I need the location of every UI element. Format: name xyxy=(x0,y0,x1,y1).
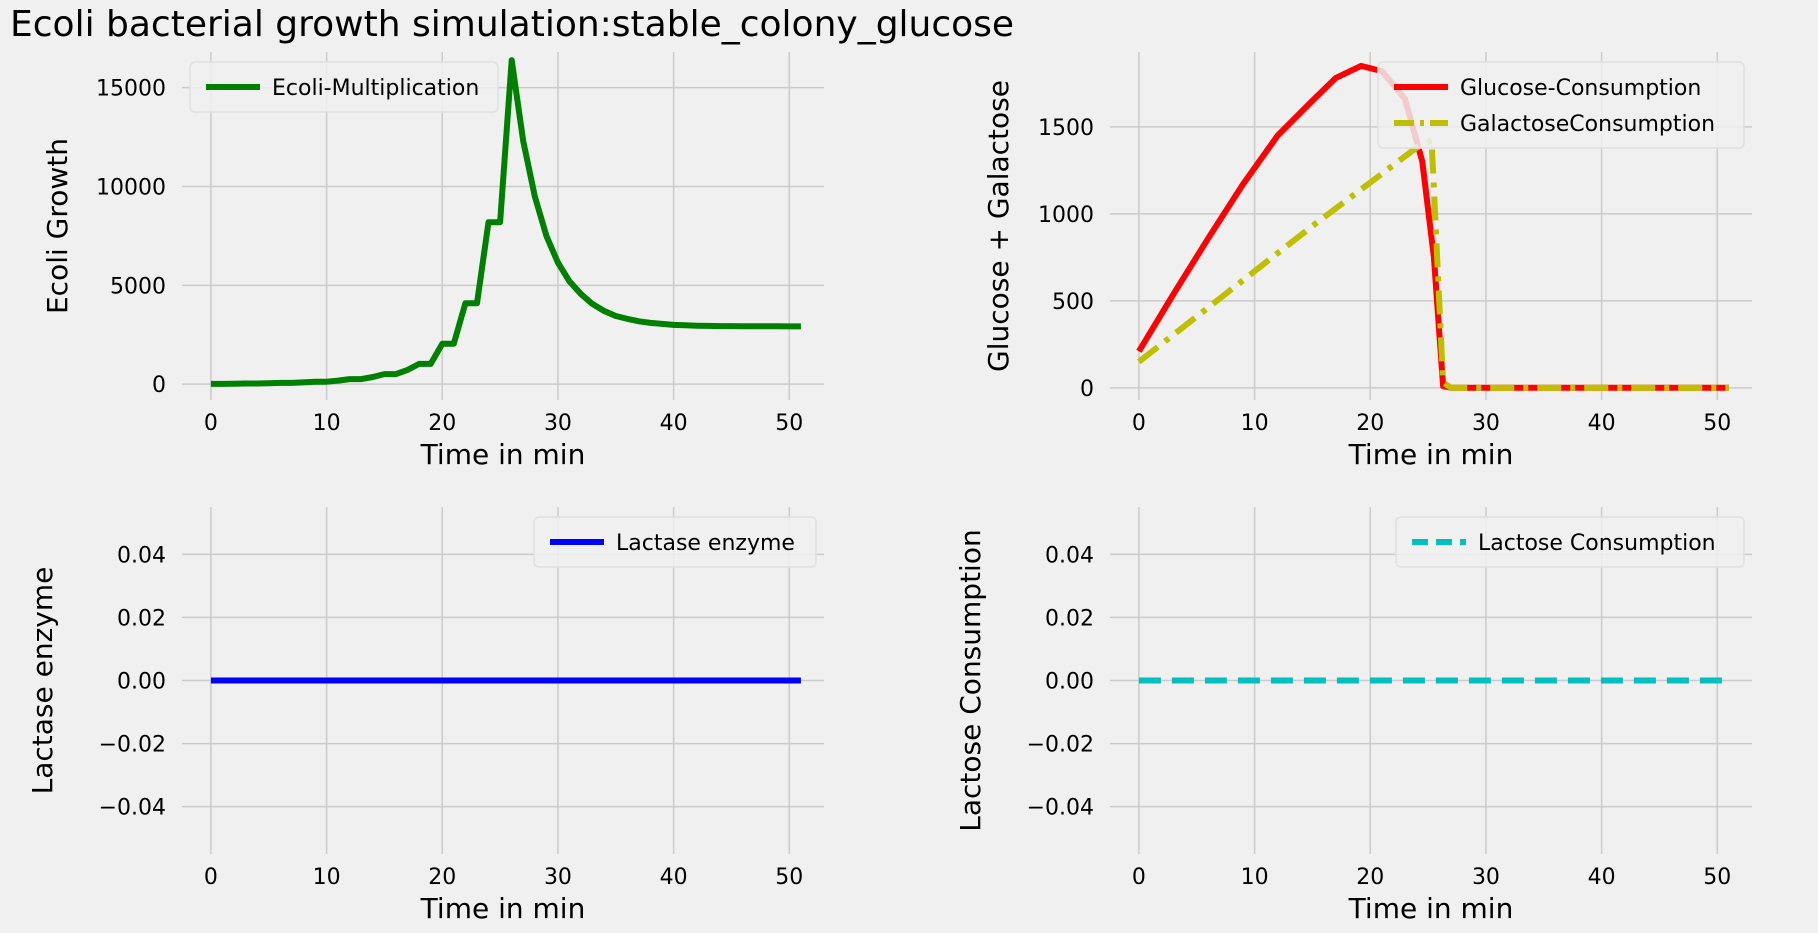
legend-box xyxy=(189,61,499,113)
legend-label: Ecoli-Multiplication xyxy=(272,76,479,101)
y-tick-label: 0.02 xyxy=(117,606,166,631)
series-line-2 xyxy=(1137,137,1729,391)
y-tick-label: −0.04 xyxy=(1027,796,1094,821)
legend: Glucose-Consumption GalactoseConsumption xyxy=(1377,61,1745,149)
y-tick-label: 0.04 xyxy=(1045,543,1094,568)
x-axis-label: Time in min xyxy=(1348,892,1514,925)
y-tick-label: 15000 xyxy=(96,77,166,102)
subplot-1: 0 10 20 30 40 50 0 5000 10000 15000 Time in min Eco… xyxy=(41,52,824,471)
y-axis-label: Glucose + Galactose xyxy=(982,80,1015,372)
legend-box xyxy=(1395,516,1745,568)
y-tick-label: 0 xyxy=(152,373,166,398)
x-tick-label: 10 xyxy=(313,865,341,890)
legend-label: Lactose Consumption xyxy=(1478,531,1716,556)
x-axis-label: Time in min xyxy=(420,892,586,925)
y-axis-label: Lactose Consumption xyxy=(954,529,987,831)
y-tick-label: 1000 xyxy=(1038,203,1094,228)
y-tick-label: 1500 xyxy=(1038,116,1094,141)
y-tick-label: 500 xyxy=(1052,290,1094,315)
legend: Lactase enzyme xyxy=(533,516,817,568)
y-tick-label: 0.00 xyxy=(117,670,166,695)
figure-title: Ecoli bacterial growth simulation:stable… xyxy=(10,4,1015,45)
x-tick-label: 0 xyxy=(204,411,218,436)
legend: Lactose Consumption xyxy=(1395,516,1745,568)
x-tick-label: 20 xyxy=(1356,411,1384,436)
x-tick-label: 40 xyxy=(1588,411,1616,436)
legend-box xyxy=(1377,61,1745,149)
y-axis-label: Ecoli Growth xyxy=(41,138,74,314)
legend: Ecoli-Multiplication xyxy=(189,61,499,113)
x-tick-label: 30 xyxy=(544,411,572,436)
y-tick-label: 0.04 xyxy=(117,543,166,568)
y-tick-label: −0.04 xyxy=(99,796,166,821)
y-tick-label: 0.00 xyxy=(1045,670,1094,695)
y-tick-label: 0 xyxy=(1080,377,1094,402)
x-axis-label: Time in min xyxy=(1348,438,1514,471)
legend-box xyxy=(533,516,817,568)
subplot-3: 0 10 20 30 40 50 −0.04 −0.02 0.00 0.02 0.04 Time in… xyxy=(26,507,824,925)
y-tick-label: 10000 xyxy=(96,175,166,200)
x-tick-label: 50 xyxy=(1703,411,1731,436)
x-tick-label: 20 xyxy=(428,411,456,436)
x-tick-label: 30 xyxy=(544,865,572,890)
legend-label: Lactase enzyme xyxy=(616,531,795,556)
y-tick-label: 0.02 xyxy=(1045,606,1094,631)
x-tick-label: 40 xyxy=(660,411,688,436)
x-tick-label: 20 xyxy=(428,865,456,890)
x-tick-label: 20 xyxy=(1356,865,1384,890)
y-tick-label: −0.02 xyxy=(1027,733,1094,758)
x-tick-label: 10 xyxy=(1241,411,1269,436)
x-axis-label: Time in min xyxy=(420,438,586,471)
x-tick-label: 30 xyxy=(1472,411,1500,436)
y-axis-label: Lactase enzyme xyxy=(26,567,59,795)
x-tick-label: 10 xyxy=(313,411,341,436)
series-line-1 xyxy=(210,57,801,387)
x-tick-label: 0 xyxy=(1132,411,1146,436)
y-tick-label: 5000 xyxy=(110,274,166,299)
x-tick-label: 50 xyxy=(775,411,803,436)
subplot-4: 0 10 20 30 40 50 −0.04 −0.02 0.00 0.02 0.04 Time in… xyxy=(954,507,1752,925)
x-tick-label: 10 xyxy=(1241,865,1269,890)
legend-label: Glucose-Consumption xyxy=(1460,76,1701,101)
x-tick-label: 50 xyxy=(775,865,803,890)
legend-label: GalactoseConsumption xyxy=(1460,112,1715,137)
x-tick-label: 0 xyxy=(204,865,218,890)
x-tick-label: 40 xyxy=(660,865,688,890)
x-tick-label: 40 xyxy=(1588,865,1616,890)
x-tick-label: 50 xyxy=(1703,865,1731,890)
x-tick-label: 30 xyxy=(1472,865,1500,890)
y-tick-label: −0.02 xyxy=(99,733,166,758)
x-tick-label: 0 xyxy=(1132,865,1146,890)
